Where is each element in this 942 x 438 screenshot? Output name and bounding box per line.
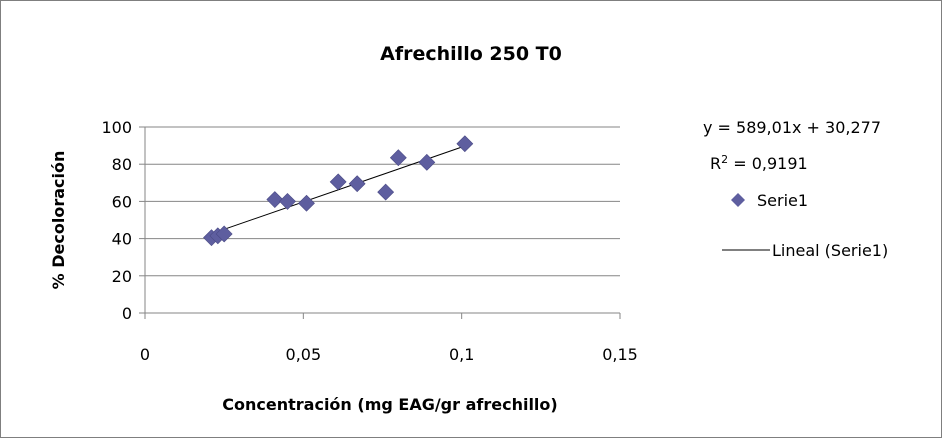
- data-point-7: [348, 175, 366, 193]
- data-point-9: [389, 149, 407, 167]
- data-point-11: [456, 135, 474, 153]
- trendline-equation: y = 589,01x + 30,277: [703, 118, 881, 137]
- y-tick-label-4: 80: [112, 155, 132, 174]
- x-tick-label-0: 0: [140, 345, 150, 364]
- axes: [144, 127, 620, 314]
- x-axis-title: Concentración (mg EAG/gr afrechillo): [222, 395, 557, 414]
- legend-label-trendline: Lineal (Serie1): [772, 241, 888, 260]
- r-squared-label: R2 = 0,9191: [710, 153, 808, 174]
- y-axis-title: % Decoloración: [49, 151, 68, 290]
- grid: [145, 126, 620, 277]
- y-tick-label-1: 20: [112, 267, 132, 286]
- r-squared-symbol: R: [710, 154, 721, 173]
- x-tick-label-3: 0,15: [602, 345, 638, 364]
- y-tick-label-3: 60: [112, 192, 132, 211]
- x-tick-label-1: 0,05: [286, 345, 322, 364]
- data-point-8: [377, 183, 395, 201]
- x-tick-label-2: 0,1: [449, 345, 474, 364]
- legend-label-series1: Serie1: [757, 191, 808, 210]
- data-points: [203, 135, 474, 247]
- r-squared-value: = 0,9191: [728, 154, 808, 173]
- y-tick-label-2: 40: [112, 230, 132, 249]
- y-axis-ticks: 0 20 40 60 80 100: [101, 118, 145, 323]
- legend-marker-diamond: [731, 193, 745, 207]
- y-tick-label-5: 100: [101, 118, 132, 137]
- data-point-2: [215, 225, 233, 243]
- data-point-5: [298, 194, 315, 212]
- data-point-6: [329, 173, 347, 191]
- data-point-10: [418, 153, 436, 171]
- r-squared-exponent: 2: [721, 153, 728, 166]
- data-point-4: [279, 192, 296, 210]
- chart-title: Afrechillo 250 T0: [380, 43, 562, 65]
- y-tick-label-0: 0: [122, 304, 132, 323]
- data-point-3: [266, 191, 284, 208]
- x-axis-ticks: 0 0,05 0,1 0,15: [140, 313, 638, 364]
- legend: Serie1 Lineal (Serie1): [722, 191, 888, 260]
